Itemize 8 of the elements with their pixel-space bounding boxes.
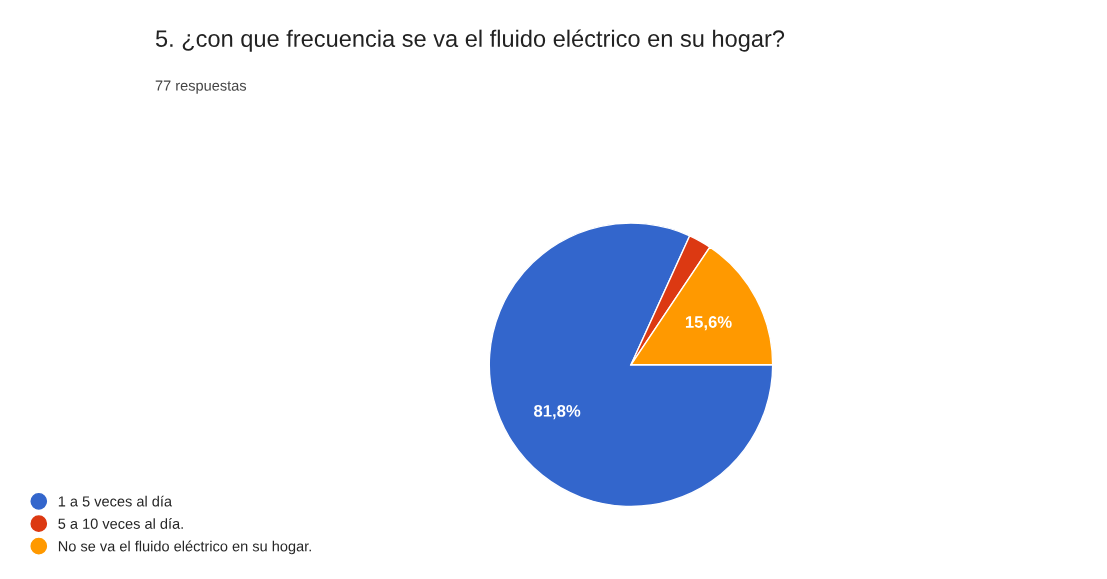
chart-title: 5. ¿con que frecuencia se va el fluido eléctrico en su hogar?	[155, 29, 785, 52]
pie-slice	[488, 222, 774, 508]
data-label: 81,8%	[534, 404, 581, 420]
chart-subtitle: 77 respuestas	[155, 80, 247, 94]
legend-label: 5 a 10 veces al día.	[58, 518, 183, 529]
legend-label: No se va el fluido eléctrico en su hogar.	[58, 540, 311, 555]
legend-label: 1 a 5 veces al día	[58, 495, 173, 507]
data-label: 15,6%	[685, 316, 732, 331]
